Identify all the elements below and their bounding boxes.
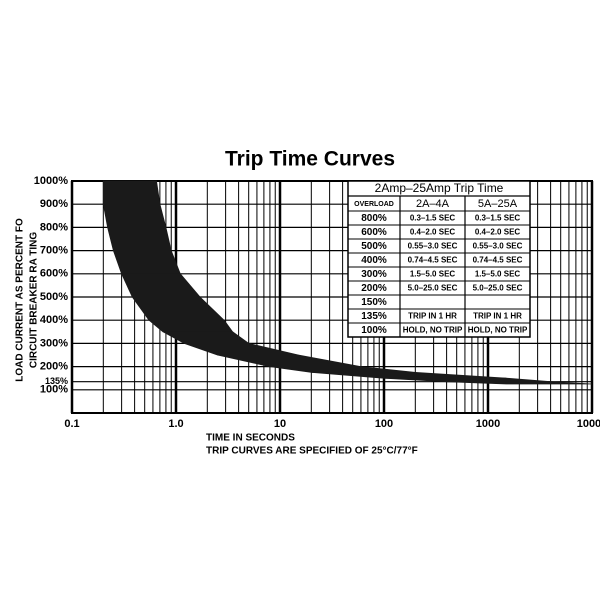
table-cell: 0.4–2.0 SEC [475, 228, 521, 237]
y-tick-label: 800% [40, 221, 68, 233]
table-cell: 0.55–3.0 SEC [408, 242, 458, 251]
table-cell: 100% [361, 325, 387, 336]
y-axis-label: LOAD CURRENT AS PERCENT FO [15, 218, 26, 382]
table-cell: 150% [361, 297, 387, 308]
table-cell: 0.3–1.5 SEC [475, 214, 521, 223]
table-cell: 300% [361, 269, 387, 280]
table-title: 2Amp–25Amp Trip Time [375, 181, 504, 195]
x-axis-label: TIME IN SECONDS [206, 433, 295, 444]
y-tick-label: 300% [40, 337, 68, 349]
table-cell: 200% [361, 283, 387, 294]
table-cell: 0.3–1.5 SEC [410, 214, 456, 223]
chart-title: Trip Time Curves [225, 148, 395, 171]
table-cell: 500% [361, 241, 387, 252]
trip-band [102, 180, 161, 205]
plot [102, 180, 593, 385]
y-tick-label: 600% [40, 268, 68, 280]
table-cell: 135% [361, 311, 387, 322]
trip-band [446, 381, 593, 385]
x-tick-label: 10000 [577, 418, 600, 430]
y-tick-label: 1000% [34, 175, 68, 187]
table-cell: 1.5–5.0 SEC [410, 270, 456, 279]
table-cell: 400% [361, 255, 387, 266]
table-bg [347, 180, 531, 338]
x-tick-label: 10 [274, 418, 286, 430]
table-cell: 5.0–25.0 SEC [408, 284, 458, 293]
table-cell: 0.74–4.5 SEC [408, 256, 458, 265]
table: 2Amp–25Amp Trip Time OVERLOAD 2A–4A 5A–25A 8… [347, 180, 531, 338]
y-tick-label: 700% [40, 245, 68, 257]
table-cell: HOLD, NO TRIP [403, 326, 463, 335]
note: TRIP CURVES ARE SPECIFIED OF 25°C/77°F [206, 446, 418, 457]
table-cell: 800% [361, 213, 387, 224]
table-cell: 0.74–4.5 SEC [473, 256, 523, 265]
trip-band [102, 203, 167, 228]
trip-band [147, 319, 234, 333]
table-header: OVERLOAD [354, 201, 394, 208]
x-tick-label: 100 [375, 418, 393, 430]
trip-band [112, 250, 181, 275]
table-cell: 5.0–25.0 SEC [473, 284, 523, 293]
y-axis-label: CIRCUIT BREAKER RA TING [29, 232, 40, 369]
table-cell: 0.4–2.0 SEC [410, 228, 456, 237]
y-tick-label: 100% [40, 384, 68, 396]
y-tick-label: 135% [45, 376, 68, 386]
table-cell: HOLD, NO TRIP [468, 326, 528, 335]
trip-band [107, 226, 172, 252]
table-cell: TRIP IN 1 HR [408, 312, 457, 321]
plot-frame [71, 180, 593, 414]
y-tick-label: 900% [40, 198, 68, 210]
y-tick-label: 500% [40, 291, 68, 303]
y-tick-label: 400% [40, 314, 68, 326]
x-tick-label: 1.0 [168, 418, 183, 430]
table-header: 2A–4A [416, 198, 450, 210]
table-cell: 1.5–5.0 SEC [475, 270, 521, 279]
table-cell: TRIP IN 1 HR [473, 312, 522, 321]
table-cell: 600% [361, 227, 387, 238]
table-cell: 0.55–3.0 SEC [473, 242, 523, 251]
y-tick-label: 200% [40, 361, 68, 373]
x-tick-label: 0.1 [64, 418, 79, 430]
table-header: 5A–25A [478, 198, 518, 210]
x-tick-label: 1000 [476, 418, 500, 430]
